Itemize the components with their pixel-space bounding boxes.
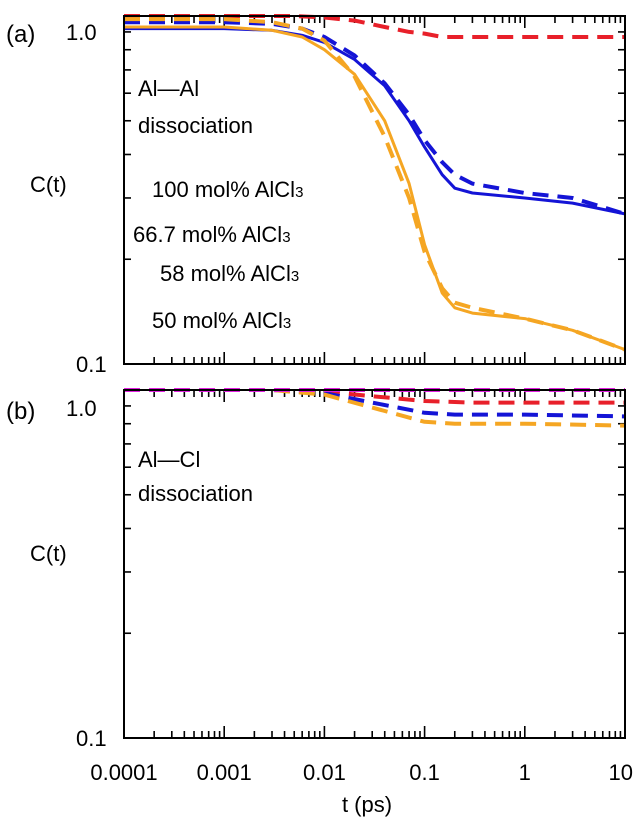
panel-a-annotation-line2: dissociation [138,113,253,138]
panel-a-ytick-bottom: 0.1 [76,352,107,377]
panel-a-frame [123,15,626,365]
panel-a-ytick-top: 1.0 [66,20,97,45]
panel-b-annotation-line1: Al—Cl [138,447,200,472]
legend-item-100-text: 100 mol% AlCl [152,177,295,202]
panel-a-ylabel: C(t) [30,172,67,197]
x-axis-title: t (ps) [342,792,392,817]
legend: 100 mol% AlCl3 66.7 mol% AlCl3 58 mol% A… [133,177,303,333]
panel-b-ylabel: C(t) [30,541,67,566]
legend-item-50-sub: 3 [283,315,291,332]
panel-a: (a) C(t) 1.0 0.1 Al—Al dissociation 100 … [6,14,626,377]
legend-item-50: 50 mol% AlCl3 [152,308,291,333]
panel-b-ticks [123,389,626,739]
panel-b-ytick-bottom: 0.1 [76,726,107,751]
legend-item-58: 58 mol% AlCl3 [160,261,299,286]
legend-item-66-7-text: 66.7 mol% AlCl [133,222,282,247]
legend-item-58-sub: 3 [291,268,299,285]
legend-item-100-sub: 3 [295,184,303,201]
x-tick-label: 0.001 [197,760,252,785]
x-tick-labels: 0.0001 0.001 0.01 0.1 1 10 [90,760,633,785]
panel-b-ytick-top: 1.0 [66,396,97,421]
x-tick-label: 0.0001 [90,760,157,785]
x-tick-label: 0.01 [303,760,346,785]
panel-b-series-group [124,388,626,428]
panel-a-label: (a) [6,21,35,48]
legend-item-66-7: 66.7 mol% AlCl3 [133,222,291,247]
legend-item-100: 100 mol% AlCl3 [152,177,303,202]
panel-b-frame [123,389,626,739]
panel-b-label: (b) [6,398,35,425]
panel-a-annotation-line1: Al—Al [138,76,199,101]
legend-item-58-text: 58 mol% AlCl [160,261,291,286]
x-tick-label: 0.1 [409,760,440,785]
panel-b-annotation-line2: dissociation [138,481,253,506]
legend-item-66-7-sub: 3 [282,229,290,246]
panel-a-series-4-dashed [124,17,626,352]
panel-b: (b) C(t) 1.0 0.1 Al—Cl dissociation 0.00… [6,388,633,785]
x-tick-label: 1 [519,760,531,785]
x-tick-label: 10 [609,760,633,785]
legend-item-50-text: 50 mol% AlCl [152,308,283,333]
